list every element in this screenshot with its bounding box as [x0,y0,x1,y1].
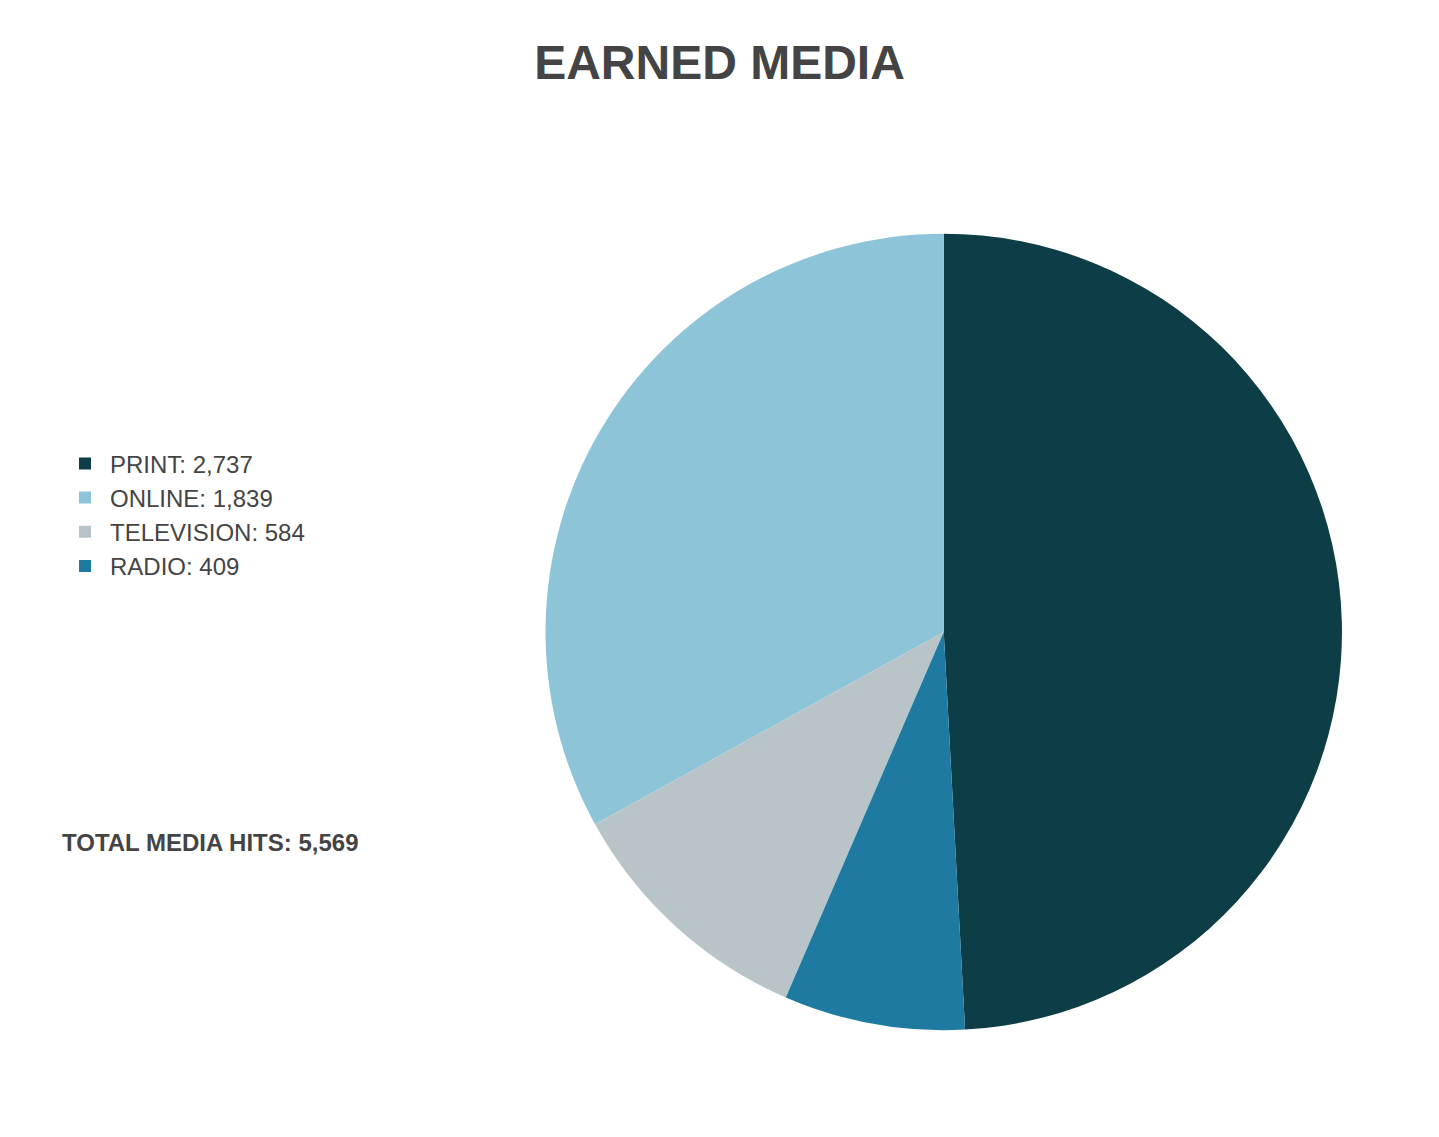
svg-text:TELEVISION: 584: TELEVISION: 584 [110,519,305,546]
svg-text:TOTAL MEDIA HITS: 5,569: TOTAL MEDIA HITS: 5,569 [62,829,359,856]
svg-text:ONLINE: 1,839: ONLINE: 1,839 [110,485,273,512]
svg-text:EARNED MEDIA: EARNED MEDIA [534,36,905,89]
svg-text:PRINT: 2,737: PRINT: 2,737 [110,451,253,478]
svg-text:RADIO: 409: RADIO: 409 [110,553,239,580]
